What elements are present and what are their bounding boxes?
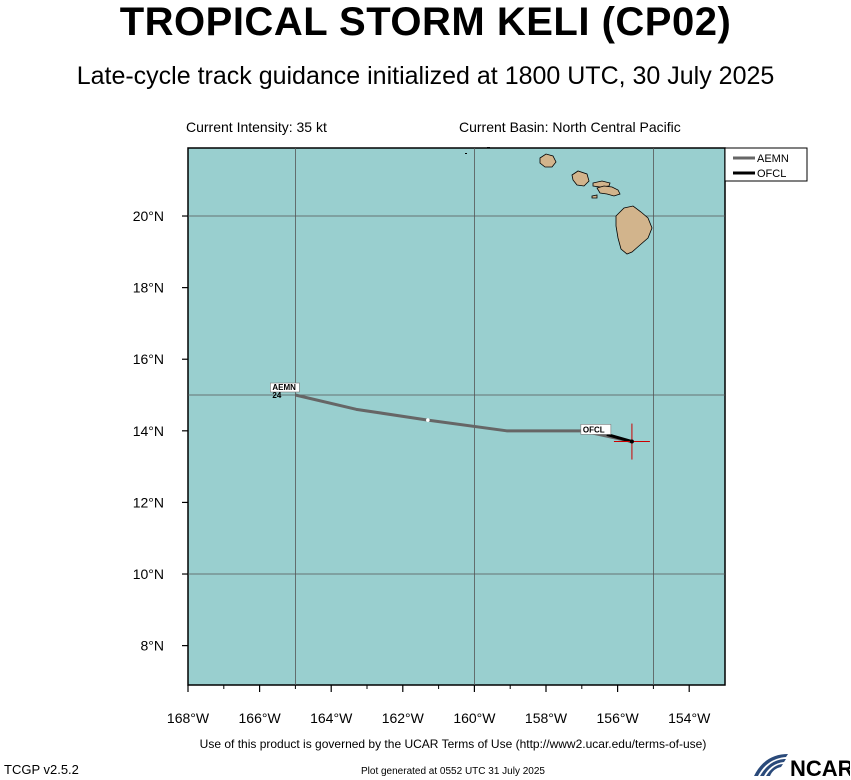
lon-tick-label: 160°W (453, 710, 496, 726)
lon-tick-label: 162°W (382, 710, 425, 726)
track-aemn-point (426, 418, 430, 422)
island-kauai (539, 153, 557, 168)
legend-label-ofcl: OFCL (757, 168, 786, 180)
current-basin: Current Basin: North Central Pacific (459, 119, 681, 135)
current-intensity: Current Intensity: 35 kt (186, 119, 327, 135)
island-maui (596, 185, 621, 197)
island-oahu (571, 170, 590, 187)
track-ofcl (606, 432, 633, 444)
lat-tick-label: 8°N (141, 638, 165, 654)
ofcl-label-box (580, 424, 612, 435)
version-label: TCGP v2.5.2 (4, 762, 79, 777)
aemn-track-hour: 24 (272, 391, 281, 400)
lon-tick-label: 164°W (310, 710, 353, 726)
terms-of-use: Use of this product is governed by the U… (199, 737, 707, 751)
hawaii-islands (465, 147, 653, 255)
track-map: 8°N 10°N 12°N 14°N 16°N 18°N 20°N 168°W 166°W 164… (133, 147, 808, 726)
lat-tick-label: 20°N (133, 208, 164, 224)
grid-lines (188, 148, 725, 685)
lon-tick-label: 156°W (597, 710, 640, 726)
islet (487, 147, 490, 148)
island-hawaii (615, 205, 653, 255)
islet (465, 153, 467, 154)
ofcl-track-label: OFCL (583, 425, 605, 434)
lat-tick-label: 18°N (133, 280, 164, 296)
aemn-track-label: AEMN (272, 383, 296, 392)
aemn-label-box (270, 382, 300, 393)
lon-tick-label: 166°W (239, 710, 282, 726)
legend-box (724, 147, 808, 182)
lon-tick-label: 158°W (525, 710, 568, 726)
legend: AEMN OFCL (724, 147, 808, 182)
page-title: TROPICAL STORM KELI (CP02) (119, 0, 732, 44)
svg-text:NCAR: NCAR (790, 756, 850, 780)
ncar-logo: NCAR (754, 754, 850, 780)
lat-tick-label: 14°N (133, 423, 164, 439)
lat-tick-label: 16°N (133, 351, 164, 367)
lon-tick-label: 154°W (668, 710, 711, 726)
lat-tick-label: 10°N (133, 566, 164, 582)
lon-tick-label: 168°W (167, 710, 210, 726)
plot-generated: Plot generated at 0552 UTC 31 July 2025 (360, 766, 545, 777)
axis-ticks: 8°N 10°N 12°N 14°N 16°N 18°N 20°N 168°W 166°W 164… (133, 208, 711, 726)
legend-label-aemn: AEMN (757, 153, 789, 165)
page-subtitle: Late-cycle track guidance initialized at… (76, 62, 775, 90)
storm-position-dot (629, 439, 634, 444)
island-molokai (592, 180, 611, 188)
island-kahoolawe (591, 194, 598, 199)
lat-tick-label: 12°N (133, 494, 164, 510)
